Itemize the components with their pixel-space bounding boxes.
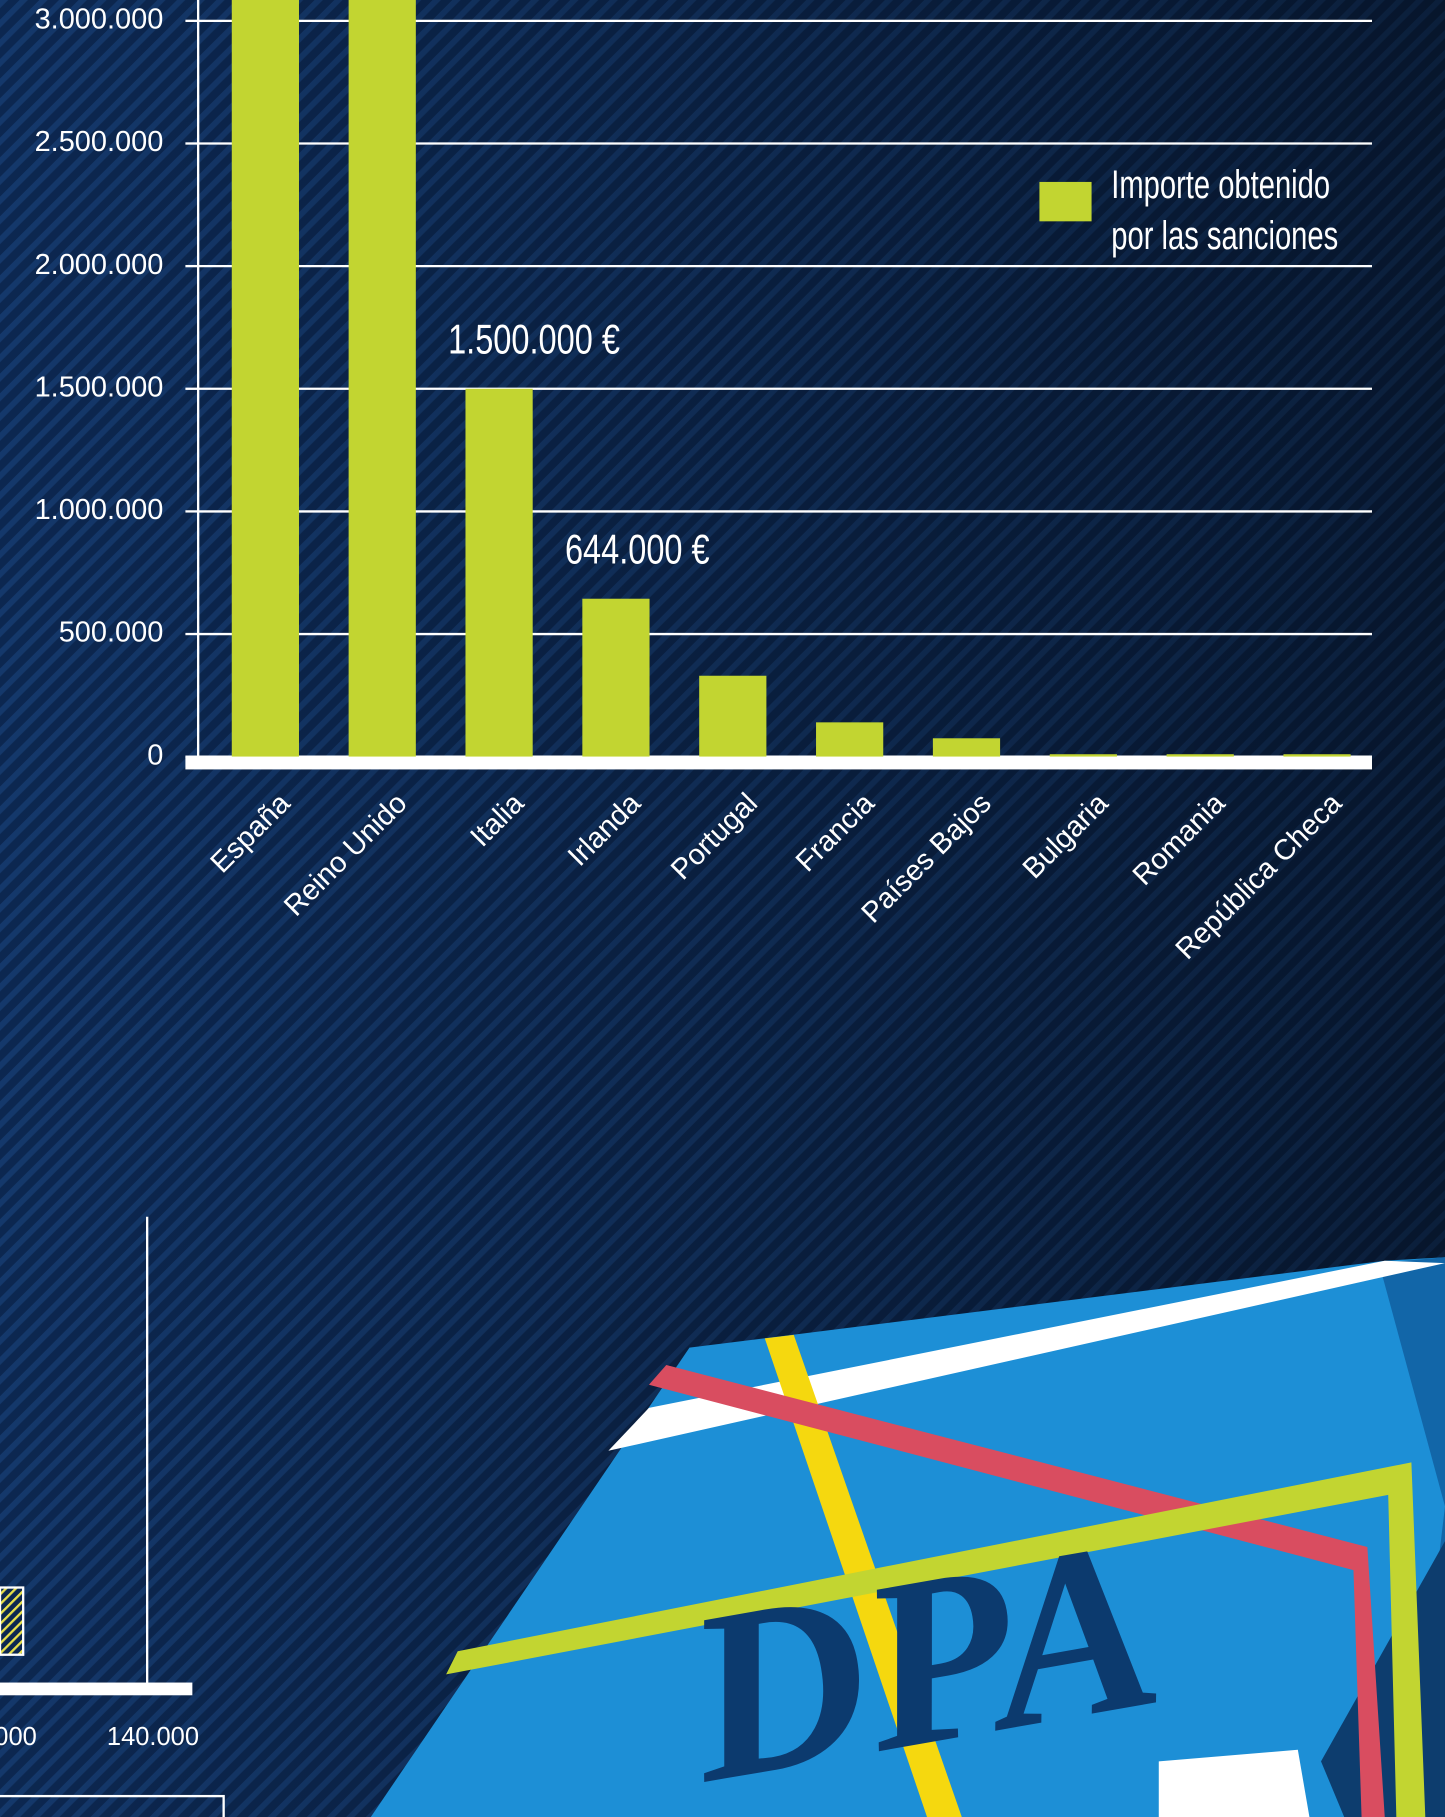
bar xyxy=(465,388,533,757)
fragment-tick-label: 125.000 xyxy=(0,1723,37,1751)
bar xyxy=(582,598,650,757)
value-label: 644.000 € xyxy=(565,525,710,572)
x-axis xyxy=(185,756,1372,770)
legend: Importe obtenido por las sanciones xyxy=(1039,160,1445,262)
plot xyxy=(198,0,1372,758)
bar xyxy=(348,0,416,757)
legend-swatch xyxy=(1039,181,1092,222)
y-tick-label: 2.000.000 xyxy=(35,249,164,281)
bar xyxy=(699,675,767,757)
value-label: 1.500.000 € xyxy=(448,316,620,363)
bar xyxy=(1049,754,1117,757)
bar xyxy=(1283,754,1351,757)
y-tick-label: 1.500.000 xyxy=(35,371,164,403)
illustration: DPA xyxy=(370,1257,1445,1817)
bar xyxy=(932,738,1001,757)
fragment-bar xyxy=(0,1586,25,1656)
bar xyxy=(1166,754,1234,757)
y-tick-label: 0 xyxy=(147,739,163,771)
legend-label: Importe obtenido por las sanciones xyxy=(1111,163,1339,259)
bar xyxy=(816,722,884,757)
fragment-axis xyxy=(0,1682,193,1696)
y-tick-label: 3.000.000 xyxy=(35,4,164,36)
bar xyxy=(231,0,299,757)
fragment-tick-label: 140.000 xyxy=(107,1723,199,1751)
y-tick-label: 500.000 xyxy=(59,617,164,649)
y-tick-label: 2.500.000 xyxy=(35,126,164,158)
y-tick-label: 1.000.000 xyxy=(35,494,164,526)
fragment-box xyxy=(0,1794,225,1817)
